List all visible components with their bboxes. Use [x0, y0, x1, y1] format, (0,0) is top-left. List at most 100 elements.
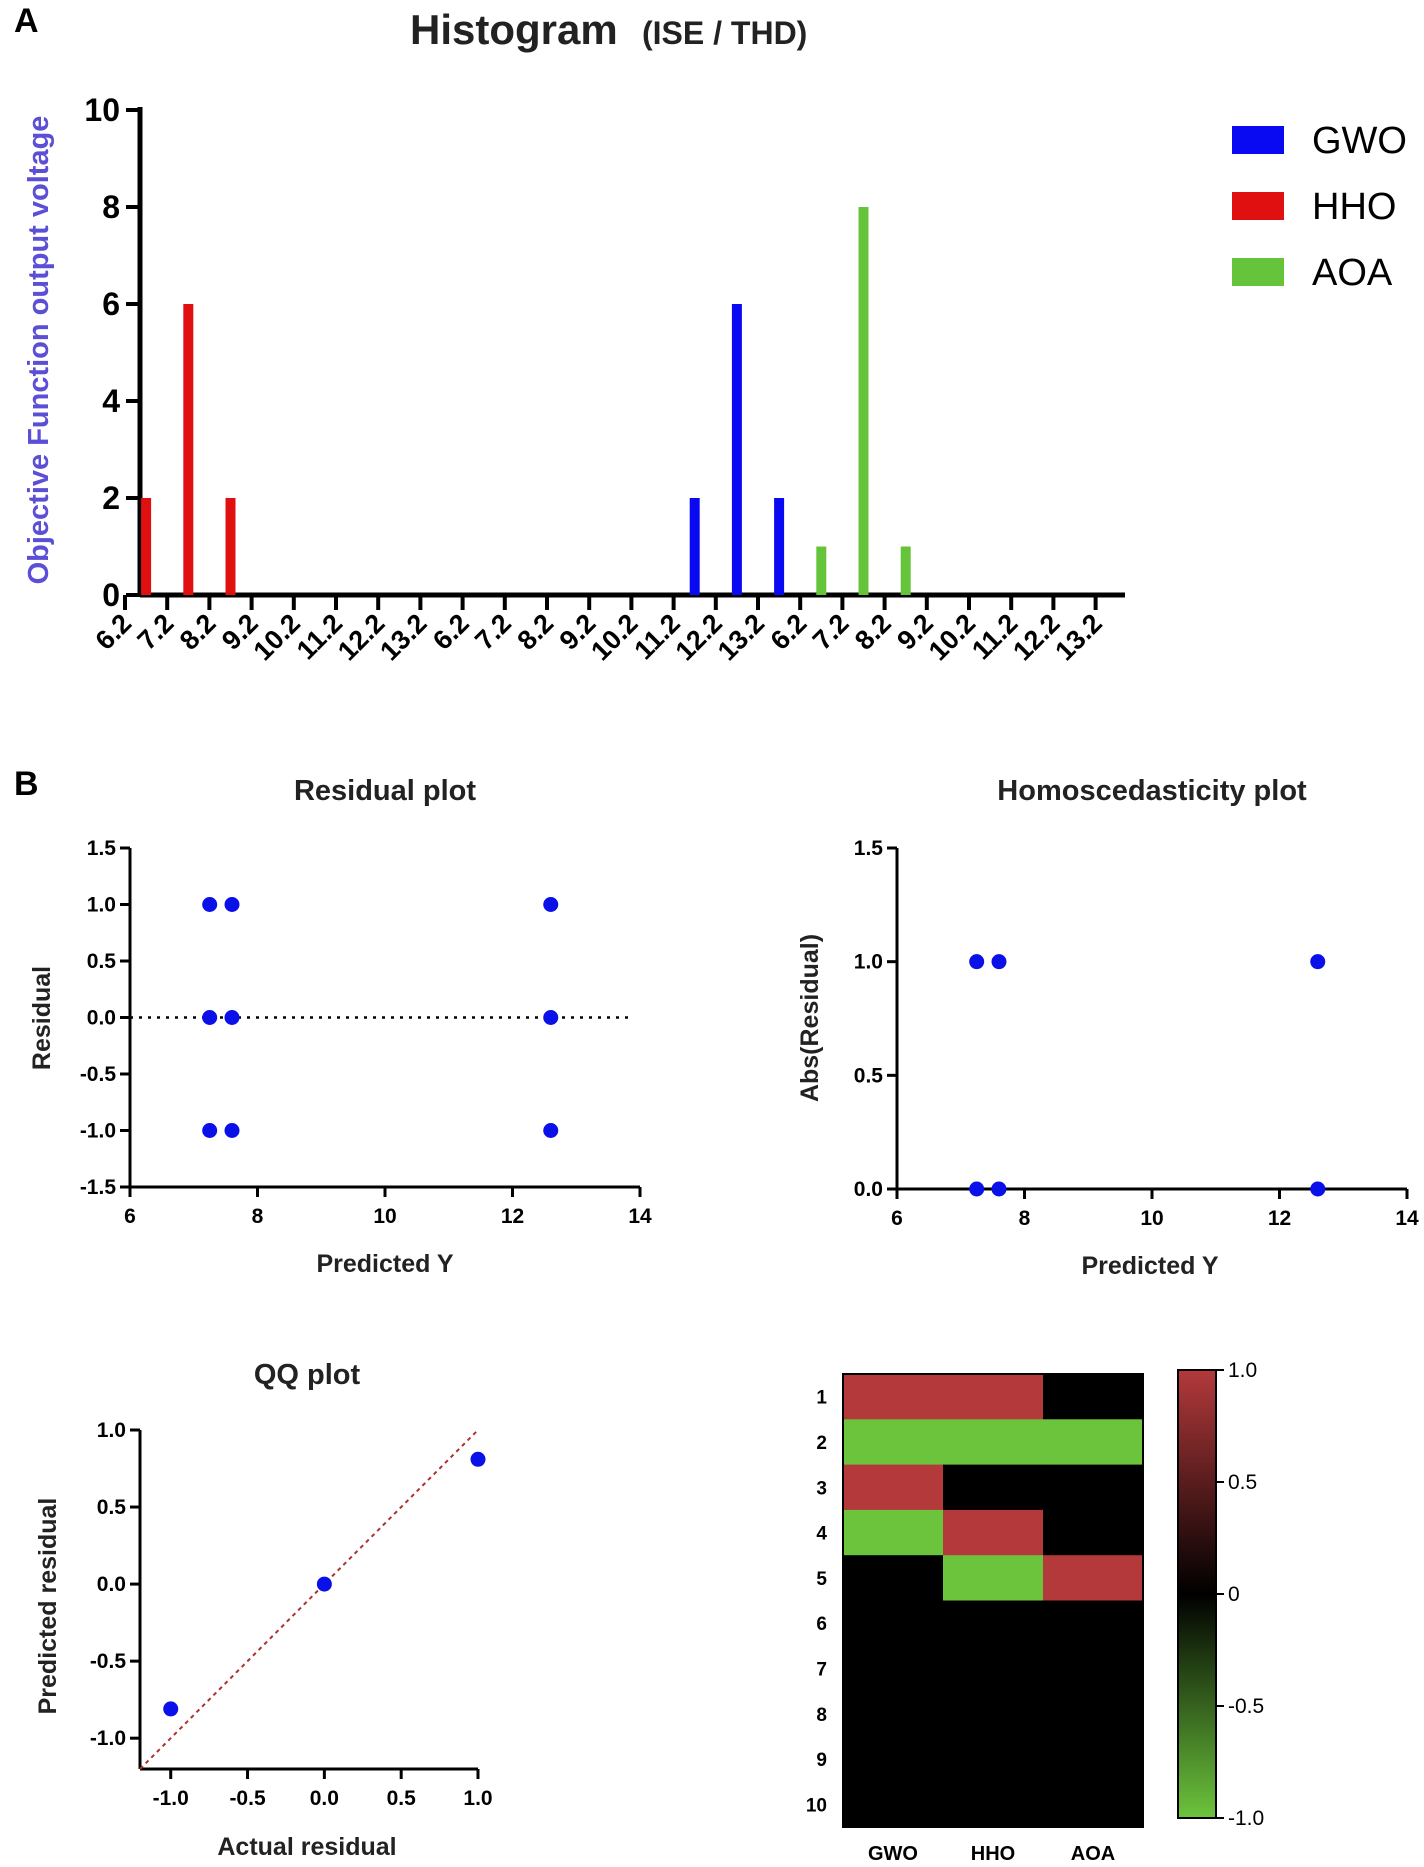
heatmap-cell: [843, 1691, 944, 1737]
homoscedasticity-point: [991, 954, 1007, 970]
homoscedasticity-x-axis-label: Predicted Y: [1081, 1252, 1218, 1280]
qq-x-tick-label: -0.5: [229, 1787, 266, 1810]
homoscedasticity-point: [1310, 954, 1326, 970]
heatmap-cell: [1043, 1509, 1144, 1556]
histogram-x-tick-label: 7.2: [807, 608, 855, 656]
histogram-bar-hho: [183, 304, 194, 595]
qq-point: [163, 1701, 179, 1717]
heatmap-cell: [943, 1419, 1044, 1466]
heatmap-row-label: 8: [816, 1705, 827, 1726]
residual-y-tick-label: 0.0: [87, 1007, 116, 1030]
histogram-bar-gwo: [689, 498, 700, 595]
histogram-y-axis-label: Objective Function output voltage: [23, 116, 55, 585]
heatmap-column-label: AOA: [1071, 1843, 1115, 1865]
residual-point: [202, 897, 218, 912]
histogram-x-tick-label: 6.2: [427, 608, 475, 656]
residual-point: [224, 1010, 240, 1025]
heatmap-cell: [843, 1464, 944, 1511]
homoscedasticity-point: [969, 954, 985, 970]
histogram-x-tick-label: 6.2: [765, 608, 813, 656]
homoscedasticity-plot: Homoscedasticity plot Predicted Y Abs(Re…: [796, 775, 1419, 1280]
histogram-x-tick-label: 13.2: [1049, 608, 1107, 666]
histogram-y-tick-label: 8: [102, 189, 120, 225]
heatmap-cell: [843, 1781, 944, 1828]
qq-plot: QQ plot Actual residual Predicted residu…: [34, 1359, 493, 1861]
homoscedasticity-y-axis-label: Abs(Residual): [796, 934, 824, 1102]
colorbar-tick-label: 0: [1228, 1583, 1240, 1606]
homoscedasticity-y-tick-label: 0.5: [854, 1064, 884, 1087]
heatmap-cell: [943, 1555, 1044, 1601]
heatmap-column-label: HHO: [971, 1843, 1015, 1865]
qq-y-axis-label: Predicted residual: [34, 1498, 62, 1715]
heatmap-cell: [1043, 1555, 1144, 1601]
histogram-plot: 02468106.27.28.29.210.211.212.213.26.27.…: [84, 92, 1407, 666]
histogram-title: Histogram: [410, 6, 618, 53]
histogram-y-tick-label: 10: [84, 92, 120, 128]
homoscedasticity-y-tick-label: 1.0: [854, 951, 883, 974]
residual-x-tick-label: 10: [373, 1205, 396, 1228]
residual-y-tick-label: -1.0: [80, 1120, 116, 1143]
homoscedasticity-title: Homoscedasticity plot: [997, 775, 1307, 807]
qq-y-tick-label: 0.5: [97, 1496, 127, 1519]
residual-x-tick-label: 8: [252, 1205, 264, 1228]
qq-point: [316, 1576, 332, 1592]
residual-point: [543, 1123, 559, 1138]
heatmap-cell: [1043, 1691, 1144, 1737]
heatmap-cell: [1043, 1736, 1144, 1783]
heatmap-border: [842, 1373, 1144, 1828]
homoscedasticity-y-tick-label: 0.0: [854, 1178, 883, 1201]
heatmap-cell: [943, 1509, 1044, 1556]
heatmap-row-label: 4: [816, 1524, 827, 1545]
residual-point: [224, 897, 240, 912]
legend-swatch-aoa: [1232, 258, 1284, 286]
qq-y-tick-label: 1.0: [97, 1419, 126, 1442]
homoscedasticity-point: [991, 1181, 1007, 1197]
heatmap-cell: [843, 1645, 944, 1692]
qq-reference-line: [139, 1429, 479, 1770]
residual-x-axis-label: Predicted Y: [316, 1250, 453, 1278]
histogram-x-tick-label: 7.2: [469, 608, 517, 656]
heatmap-cell: [843, 1555, 944, 1601]
legend-swatch-hho: [1232, 192, 1284, 220]
heatmap-row-label: 5: [816, 1569, 827, 1590]
heatmap-row-label: 10: [806, 1795, 827, 1816]
heatmap-cell: [1043, 1419, 1144, 1466]
homoscedasticity-x-tick-label: 6: [891, 1207, 903, 1230]
histogram-bar-aoa: [858, 207, 869, 595]
heatmap-cell: [843, 1600, 944, 1647]
heatmap-cell: [1043, 1464, 1144, 1511]
colorbar-tick-label: -1.0: [1228, 1807, 1264, 1830]
residual-point: [224, 1123, 240, 1138]
homoscedasticity-x-tick-label: 12: [1268, 1207, 1291, 1230]
homoscedasticity-point: [1310, 1181, 1326, 1197]
homoscedasticity-x-tick-label: 10: [1140, 1207, 1163, 1230]
heatmap-row-label: 6: [816, 1614, 827, 1635]
homoscedasticity-y-tick-label: 1.5: [854, 837, 884, 860]
heatmap-cell: [1043, 1645, 1144, 1692]
heatmap-row-label: 1: [816, 1388, 827, 1409]
residual-y-axis-label: Residual: [28, 966, 56, 1070]
residual-y-tick-label: 1.5: [87, 837, 117, 860]
histogram-title-suffix: (ISE / THD): [642, 15, 807, 51]
histogram-x-tick-label: 13.2: [712, 608, 770, 666]
heatmap: 1 2 3 4 5 6 7 8 9 10 GWO HHO AOA 1.0 0.5 0 -0.5 -1.0: [806, 1359, 1264, 1865]
homoscedasticity-x-tick-label: 8: [1019, 1207, 1031, 1230]
heatmap-cell: [1043, 1374, 1144, 1420]
qq-y-tick-label: -1.0: [90, 1727, 126, 1750]
heatmap-cell: [1043, 1600, 1144, 1647]
residual-y-tick-label: 0.5: [87, 950, 117, 973]
heatmap-cell: [843, 1374, 944, 1420]
legend-label-aoa: AOA: [1312, 252, 1393, 294]
histogram-x-tick-label: 8.2: [174, 608, 222, 656]
residual-y-tick-label: -1.5: [80, 1176, 117, 1199]
histogram-x-tick-label: 8.2: [511, 608, 559, 656]
histogram-bar-hho: [141, 498, 152, 595]
residual-x-tick-label: 12: [501, 1205, 524, 1228]
qq-x-tick-label: 1.0: [463, 1787, 492, 1810]
histogram-y-tick-label: 2: [102, 480, 120, 516]
qq-y-tick-label: -0.5: [90, 1650, 127, 1673]
heatmap-cell: [943, 1645, 1044, 1692]
residual-point: [202, 1010, 218, 1025]
qq-x-axis-label: Actual residual: [217, 1833, 396, 1861]
